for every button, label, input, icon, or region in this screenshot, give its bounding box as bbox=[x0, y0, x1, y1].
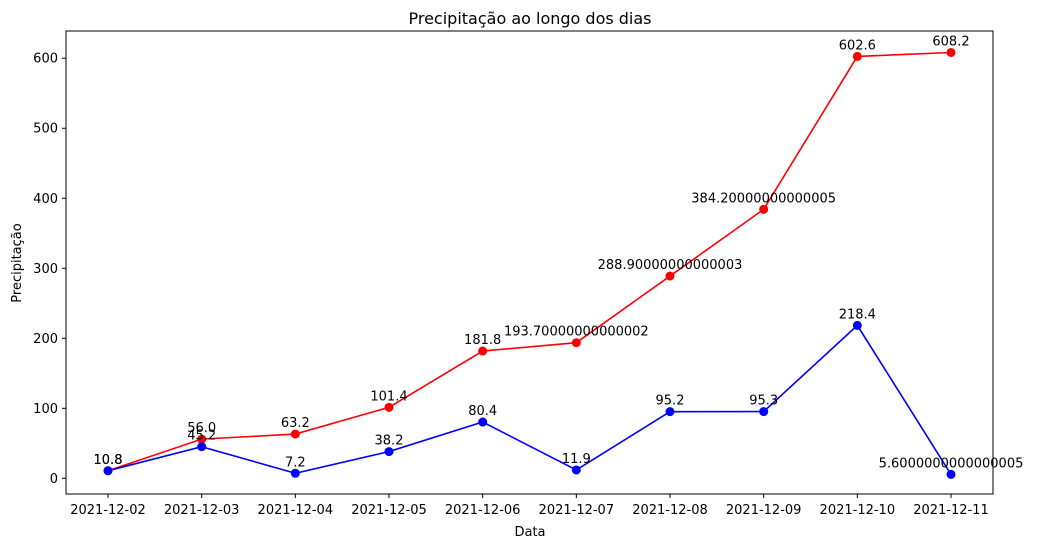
y-axis: 0 100 200 300 400 500 600 bbox=[33, 52, 66, 487]
y-tick-label: 500 bbox=[33, 122, 58, 137]
x-tick-label: 2021-12-09 bbox=[726, 503, 802, 518]
data-label: 11.9 bbox=[562, 452, 591, 467]
y-axis-label: Precipitação bbox=[10, 223, 25, 302]
data-label: 7.2 bbox=[285, 455, 306, 470]
data-label: 45.2 bbox=[187, 429, 216, 444]
y-tick-label: 300 bbox=[33, 262, 58, 277]
x-axis-label: Data bbox=[514, 525, 545, 540]
data-point bbox=[946, 47, 956, 57]
data-point bbox=[478, 346, 488, 356]
data-label: 101.4 bbox=[370, 389, 407, 404]
series-line-1 bbox=[107, 51, 952, 472]
series-layer bbox=[103, 47, 956, 479]
data-label: 10.8 bbox=[94, 453, 123, 468]
x-tick-label: 2021-12-05 bbox=[351, 503, 427, 518]
data-point bbox=[665, 407, 675, 417]
data-label: 181.8 bbox=[464, 333, 501, 348]
data-label: 5.6000000000000005 bbox=[879, 456, 1024, 471]
x-tick-label: 2021-12-08 bbox=[632, 503, 708, 518]
data-point bbox=[384, 402, 394, 412]
data-label: 80.4 bbox=[468, 404, 497, 419]
data-label: 56.0 bbox=[187, 421, 216, 436]
data-point bbox=[571, 465, 581, 475]
x-tick-label: 2021-12-04 bbox=[258, 503, 334, 518]
x-tick-label: 2021-12-02 bbox=[70, 503, 146, 518]
data-label: 193.70000000000002 bbox=[504, 325, 649, 340]
y-tick-label: 600 bbox=[33, 52, 58, 67]
plot-frame bbox=[65, 30, 994, 495]
data-point bbox=[571, 338, 581, 348]
data-point bbox=[852, 51, 862, 61]
data-label: 63.2 bbox=[281, 416, 310, 431]
data-point bbox=[103, 466, 113, 476]
x-tick-label: 2021-12-10 bbox=[820, 503, 896, 518]
data-point bbox=[384, 447, 394, 457]
data-label: 288.90000000000003 bbox=[598, 258, 743, 273]
data-label: 608.2 bbox=[932, 34, 969, 49]
data-point bbox=[197, 442, 207, 452]
y-tick-label: 400 bbox=[33, 192, 58, 207]
data-point bbox=[946, 469, 956, 479]
chart-title: Precipitação ao longo dos dias bbox=[408, 9, 651, 28]
y-tick-label: 100 bbox=[33, 402, 58, 417]
x-axis: 2021-12-02 2021-12-03 2021-12-04 2021-12-05… bbox=[70, 494, 989, 518]
data-point bbox=[197, 434, 207, 444]
data-point bbox=[290, 468, 300, 478]
data-label: 218.4 bbox=[839, 307, 876, 322]
x-tick-label: 2021-12-07 bbox=[539, 503, 615, 518]
data-point bbox=[759, 407, 769, 417]
y-tick-label: 200 bbox=[33, 332, 58, 347]
data-point bbox=[759, 204, 769, 214]
data-label: 95.3 bbox=[749, 394, 778, 409]
data-point bbox=[665, 271, 675, 281]
data-label: 38.2 bbox=[375, 434, 404, 449]
data-point bbox=[478, 417, 488, 427]
data-point bbox=[852, 320, 862, 330]
x-tick-label: 2021-12-11 bbox=[913, 503, 989, 518]
series-line-2 bbox=[107, 324, 952, 475]
data-label: 10.8 bbox=[94, 453, 123, 468]
x-tick-label: 2021-12-06 bbox=[445, 503, 521, 518]
y-tick-label: 0 bbox=[50, 472, 58, 487]
data-label: 95.2 bbox=[656, 394, 685, 409]
data-labels: 10.8 56.0 63.2 101.4 181.8193.70000000000002… bbox=[94, 34, 1024, 471]
data-label: 384.20000000000005 bbox=[691, 191, 836, 206]
data-label: 602.6 bbox=[839, 38, 876, 53]
x-tick-label: 2021-12-03 bbox=[164, 503, 240, 518]
data-point bbox=[290, 429, 300, 439]
